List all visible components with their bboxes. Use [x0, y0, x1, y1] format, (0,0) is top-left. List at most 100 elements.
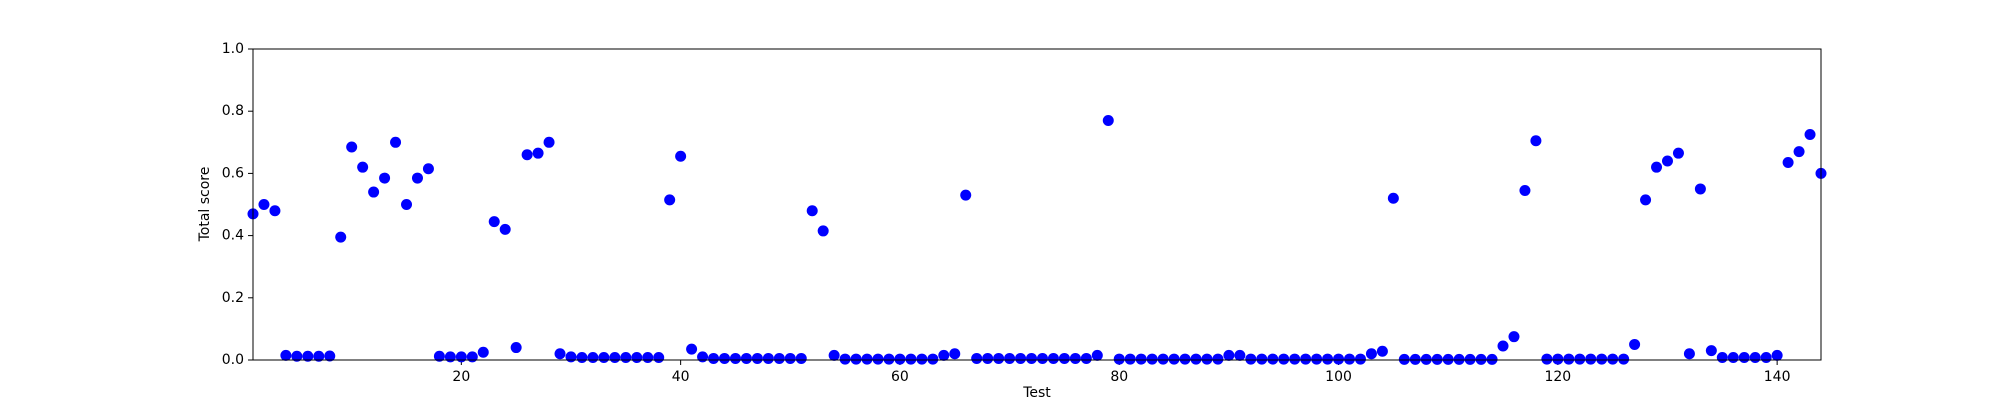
- x-axis-label: Test: [1022, 385, 1051, 400]
- point: [1015, 352, 1027, 364]
- point: [1464, 353, 1476, 365]
- point: [1486, 353, 1498, 365]
- point: [1124, 353, 1136, 365]
- point: [269, 205, 281, 217]
- point: [850, 353, 862, 365]
- point: [433, 350, 445, 362]
- point: [280, 349, 292, 361]
- point: [1344, 353, 1356, 365]
- x-tick-label: 100: [1325, 369, 1352, 385]
- point: [971, 352, 983, 364]
- point: [532, 147, 544, 159]
- point: [949, 348, 961, 360]
- point: [510, 342, 522, 354]
- point: [686, 343, 698, 355]
- point: [1387, 192, 1399, 204]
- point: [872, 353, 884, 365]
- point: [642, 352, 654, 364]
- point: [828, 349, 840, 361]
- point: [1420, 353, 1432, 365]
- y-tick-label: 0.8: [222, 103, 244, 119]
- plot-frame: [252, 48, 1822, 361]
- point: [839, 353, 851, 365]
- point: [1004, 352, 1016, 364]
- x-tick-label: 80: [1110, 369, 1128, 385]
- point: [708, 352, 720, 364]
- y-tick-label: 0.6: [222, 165, 244, 181]
- point: [1278, 353, 1290, 365]
- x-tick-label: 40: [672, 369, 690, 385]
- point: [368, 186, 380, 198]
- point: [1519, 185, 1531, 197]
- point: [422, 163, 434, 175]
- point: [718, 352, 730, 364]
- y-tick-label: 0.0: [222, 352, 244, 368]
- x-tick-label: 20: [452, 369, 470, 385]
- point: [455, 351, 467, 363]
- point: [620, 352, 632, 364]
- point: [1179, 353, 1191, 365]
- point: [795, 352, 807, 364]
- point: [1146, 353, 1158, 365]
- point: [1069, 352, 1081, 364]
- point: [1442, 353, 1454, 365]
- point: [1047, 352, 1059, 364]
- point: [1694, 183, 1706, 195]
- point: [379, 172, 391, 184]
- point: [1716, 352, 1728, 364]
- point: [258, 199, 270, 210]
- point: [905, 353, 917, 365]
- point: [1749, 352, 1761, 364]
- y-tick-label: 1.0: [222, 41, 244, 57]
- point: [499, 223, 511, 235]
- point: [554, 348, 566, 360]
- point: [653, 352, 665, 364]
- point: [762, 352, 774, 364]
- point: [1365, 348, 1377, 360]
- point: [993, 352, 1005, 364]
- point: [784, 352, 796, 364]
- point: [1300, 353, 1312, 365]
- point: [335, 231, 347, 243]
- x-tick-label: 120: [1544, 369, 1571, 385]
- point: [1036, 352, 1048, 364]
- point: [751, 352, 763, 364]
- point: [357, 161, 369, 173]
- point: [1190, 353, 1202, 365]
- point: [1026, 352, 1038, 364]
- point: [1091, 349, 1103, 361]
- point: [1771, 349, 1783, 361]
- point: [1135, 353, 1147, 365]
- point: [313, 350, 325, 362]
- point: [521, 149, 533, 161]
- point: [1245, 353, 1257, 365]
- point: [1727, 352, 1739, 364]
- point: [697, 351, 709, 363]
- point: [466, 351, 478, 363]
- point: [1552, 353, 1564, 365]
- point: [1267, 353, 1279, 365]
- point: [894, 353, 906, 365]
- point: [1508, 331, 1520, 343]
- point: [1574, 353, 1586, 365]
- point: [960, 189, 972, 201]
- y-axis-label: Total score: [197, 167, 213, 243]
- point: [1629, 338, 1641, 350]
- point: [1683, 348, 1695, 360]
- point: [1585, 353, 1597, 365]
- point: [664, 194, 676, 206]
- point: [1256, 353, 1268, 365]
- point: [1212, 353, 1224, 365]
- point: [302, 350, 314, 362]
- point: [411, 172, 423, 184]
- point: [1738, 352, 1750, 364]
- point: [1782, 157, 1794, 169]
- point: [1661, 155, 1673, 167]
- point: [1322, 353, 1334, 365]
- point: [1541, 353, 1553, 365]
- point: [1793, 146, 1805, 158]
- point: [1804, 129, 1816, 141]
- point: [1453, 353, 1465, 365]
